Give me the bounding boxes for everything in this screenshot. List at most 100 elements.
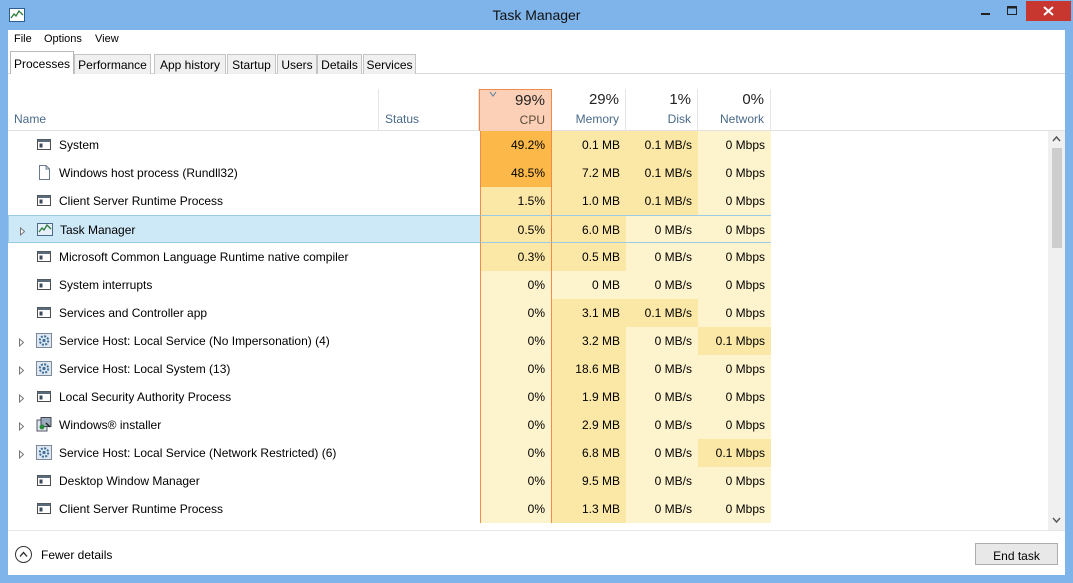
expand-arrow-icon[interactable] [19,225,26,239]
column-header-name[interactable]: Name [8,89,379,131]
process-row[interactable]: Desktop Window Manager 0% 9.5 MB 0 MB/s 0 Mb… [8,467,1048,495]
chevron-up-icon [15,546,32,563]
column-header-disk[interactable]: 1% Disk [626,89,698,131]
menu-file[interactable]: File [14,33,32,45]
process-memory-cell: 0 MB [552,271,626,299]
process-name: Client Server Runtime Process [59,502,224,516]
tab-processes[interactable]: Processes [10,51,74,75]
process-name-cell[interactable]: System [8,131,480,159]
process-name-cell[interactable]: Local Security Authority Process [8,383,480,411]
process-memory-cell: 1.9 MB [552,383,626,411]
process-name-cell[interactable]: Windows® installer [8,411,480,439]
process-cpu-cell: 0% [480,411,552,439]
process-row[interactable]: Service Host: Local Service (No Imperson… [8,327,1048,355]
tab-startup[interactable]: Startup [227,54,276,74]
process-row[interactable]: Client Server Runtime Process 1.5% 1.0 MB 0… [8,187,1048,215]
process-row[interactable]: Service Host: Local System (13) 0% 18.6 MB… [8,355,1048,383]
process-name: System interrupts [59,278,153,292]
process-disk-cell: 0 MB/s [626,271,698,299]
process-row[interactable]: Windows host process (Rundll32) 48.5% 7.2 … [8,159,1048,187]
expand-arrow-icon[interactable] [18,392,25,406]
end-task-button[interactable]: End task [975,543,1058,565]
scroll-up-icon[interactable] [1048,134,1065,144]
process-status-cell [378,243,478,271]
process-name-cell[interactable]: Desktop Window Manager [8,467,480,495]
process-name-cell[interactable]: Windows host process (Rundll32) [8,159,480,187]
menu-options[interactable]: Options [44,33,82,45]
window-icon [36,305,52,320]
process-name-cell[interactable]: Service Host: Local Service (No Imperson… [8,327,480,355]
tab-app-history[interactable]: App history [154,54,226,74]
vertical-scrollbar[interactable] [1048,131,1065,530]
process-name: Task Manager [60,223,136,237]
minimize-button[interactable] [973,1,999,21]
process-row[interactable]: Services and Controller app 0% 3.1 MB 0.1 M… [8,299,1048,327]
process-name-cell[interactable]: Task Manager [8,215,480,243]
process-cpu-cell: 48.5% [480,159,552,187]
maximize-button[interactable] [999,1,1025,21]
process-row[interactable]: System 49.2% 0.1 MB 0.1 MB/s 0 Mbps [8,131,1048,159]
process-row[interactable]: Client Server Runtime Process 0% 1.3 MB 0 M… [8,495,1048,523]
window-icon [36,193,52,208]
process-memory-cell: 7.2 MB [552,159,626,187]
expand-arrow-icon[interactable] [18,336,25,350]
expand-arrow-icon[interactable] [18,448,25,462]
close-button[interactable] [1026,1,1071,21]
expand-arrow-icon[interactable] [18,420,25,434]
tab-details[interactable]: Details [317,54,362,74]
scrollbar-thumb[interactable] [1052,148,1062,248]
process-network-cell: 0 Mbps [698,355,771,383]
process-network-cell: 0 Mbps [698,299,771,327]
tab-strip: Processes Performance App history Startu… [8,50,1065,75]
menu-bar: File Options View [8,30,1065,50]
tab-users[interactable]: Users [277,54,317,74]
window-icon [36,389,52,404]
process-network-cell: 0 Mbps [698,383,771,411]
process-network-cell: 0 Mbps [698,159,771,187]
process-memory-cell: 3.1 MB [552,299,626,327]
process-cpu-cell: 49.2% [480,131,552,159]
process-name-cell[interactable]: Client Server Runtime Process [8,187,480,215]
process-row[interactable]: Microsoft Common Language Runtime native… [8,243,1048,271]
process-status-cell [378,383,478,411]
process-row[interactable]: Local Security Authority Process 0% 1.9 MB… [8,383,1048,411]
expand-arrow-icon[interactable] [18,364,25,378]
process-row[interactable]: System interrupts 0% 0 MB 0 MB/s 0 Mbps [8,271,1048,299]
window-icon [36,277,52,292]
process-memory-cell: 6.0 MB [552,215,626,243]
column-header-memory[interactable]: 29% Memory [552,89,626,131]
title-bar[interactable]: Task Manager [0,0,1073,30]
process-row[interactable]: Service Host: Local Service (Network Res… [8,439,1048,467]
process-name-cell[interactable]: Client Server Runtime Process [8,495,480,523]
tab-performance[interactable]: Performance [74,54,151,74]
process-network-cell: 0 Mbps [698,271,771,299]
column-header-cpu[interactable]: 99% CPU [479,89,552,131]
process-name: System [59,138,100,152]
scroll-down-icon[interactable] [1048,515,1065,525]
process-disk-cell: 0 MB/s [626,411,698,439]
process-name-cell[interactable]: Microsoft Common Language Runtime native… [8,243,480,271]
process-memory-cell: 6.8 MB [552,439,626,467]
process-status-cell [378,411,478,439]
process-name: Microsoft Common Language Runtime native… [59,250,349,264]
process-cpu-cell: 0% [480,439,552,467]
process-name-cell[interactable]: Service Host: Local Service (Network Res… [8,439,480,467]
tab-services[interactable]: Services [363,54,416,74]
process-cpu-cell: 0% [480,327,552,355]
process-name: Service Host: Local Service (Network Res… [59,446,337,460]
process-disk-cell: 0 MB/s [626,439,698,467]
task-manager-icon [37,222,53,237]
process-name-cell[interactable]: System interrupts [8,271,480,299]
process-name-cell[interactable]: Services and Controller app [8,299,480,327]
process-row[interactable]: Windows® installer 0% 2.9 MB 0 MB/s 0 Mbps [8,411,1048,439]
process-status-cell [378,495,478,523]
column-header-network[interactable]: 0% Network [698,89,771,131]
process-disk-cell: 0.1 MB/s [626,159,698,187]
menu-view[interactable]: View [95,33,119,45]
process-name-cell[interactable]: Service Host: Local System (13) [8,355,480,383]
document-icon [36,165,52,180]
column-header-status[interactable]: Status [379,89,479,131]
process-status-cell [378,467,478,495]
process-memory-cell: 9.5 MB [552,467,626,495]
process-row[interactable]: Task Manager 0.5% 6.0 MB 0 MB/s 0 Mbps [8,215,1048,243]
